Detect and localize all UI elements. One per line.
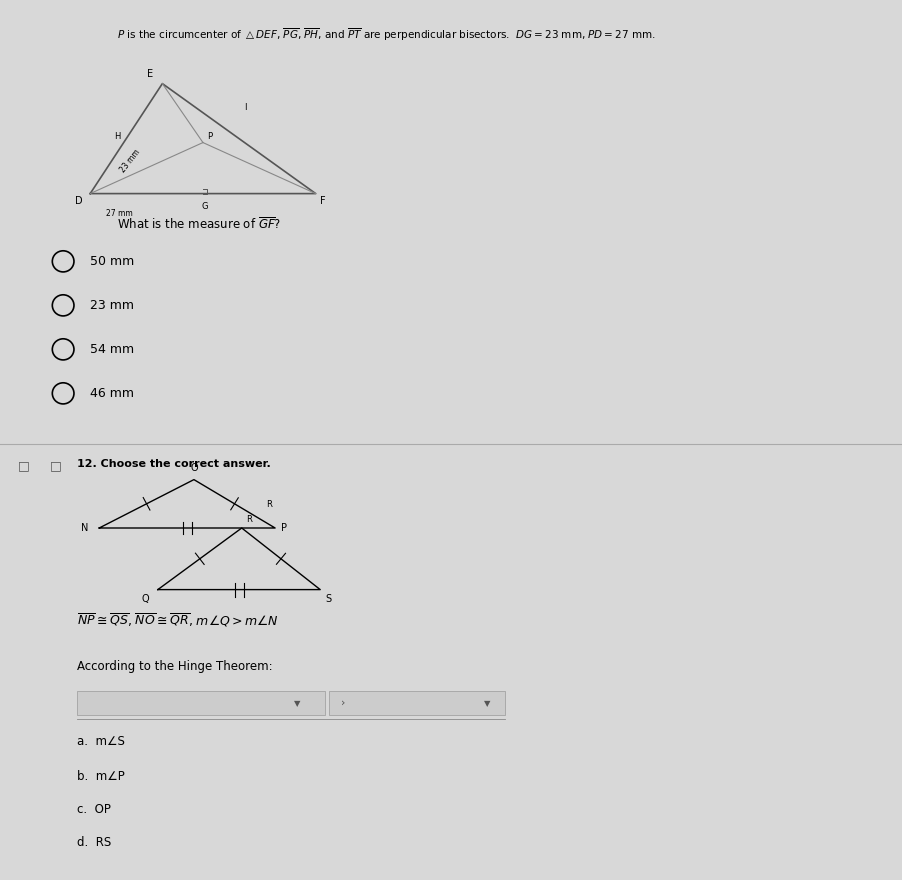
- Text: ›: ›: [341, 698, 345, 708]
- Text: S: S: [326, 594, 332, 604]
- Text: 27 mm: 27 mm: [106, 209, 133, 218]
- Text: ▼: ▼: [294, 699, 301, 708]
- Text: P: P: [207, 132, 213, 141]
- Text: F: F: [320, 196, 326, 206]
- Text: G: G: [201, 202, 208, 211]
- Text: 23 mm: 23 mm: [90, 299, 134, 312]
- Text: b.  m∠P: b. m∠P: [77, 770, 124, 783]
- Text: N: N: [81, 523, 88, 533]
- Text: R: R: [266, 500, 272, 509]
- Text: According to the Hinge Theorem:: According to the Hinge Theorem:: [77, 660, 272, 673]
- Text: I: I: [244, 103, 247, 112]
- Text: d.  RS: d. RS: [77, 836, 111, 849]
- Text: O: O: [190, 463, 198, 473]
- Text: H: H: [115, 132, 121, 141]
- Text: P: P: [281, 523, 287, 533]
- Text: ▼: ▼: [483, 699, 491, 708]
- Text: R: R: [246, 516, 253, 524]
- FancyBboxPatch shape: [329, 691, 505, 715]
- Text: E: E: [147, 70, 153, 79]
- Text: $P$ is the circumcenter of $\triangle DEF$, $\overline{PG}$, $\overline{PH}$, an: $P$ is the circumcenter of $\triangle DE…: [117, 26, 656, 43]
- Text: 54 mm: 54 mm: [90, 343, 134, 356]
- Text: D: D: [76, 196, 83, 206]
- Text: 23 mm: 23 mm: [118, 148, 143, 174]
- Text: $\overline{NP}\cong\overline{QS}$, $\overline{NO}\cong\overline{QR}$, $m\angle Q: $\overline{NP}\cong\overline{QS}$, $\ove…: [77, 612, 279, 628]
- Text: What is the measure of $\overline{GF}$?: What is the measure of $\overline{GF}$?: [117, 216, 281, 231]
- Text: □: □: [50, 459, 61, 473]
- Text: 12. Choose the correct answer.: 12. Choose the correct answer.: [77, 459, 271, 469]
- Text: 46 mm: 46 mm: [90, 387, 134, 400]
- Text: Q: Q: [142, 594, 149, 604]
- Text: a.  m∠S: a. m∠S: [77, 735, 124, 748]
- FancyBboxPatch shape: [77, 691, 325, 715]
- Text: □: □: [18, 459, 30, 473]
- Text: c.  OP: c. OP: [77, 803, 111, 816]
- Text: 50 mm: 50 mm: [90, 255, 134, 268]
